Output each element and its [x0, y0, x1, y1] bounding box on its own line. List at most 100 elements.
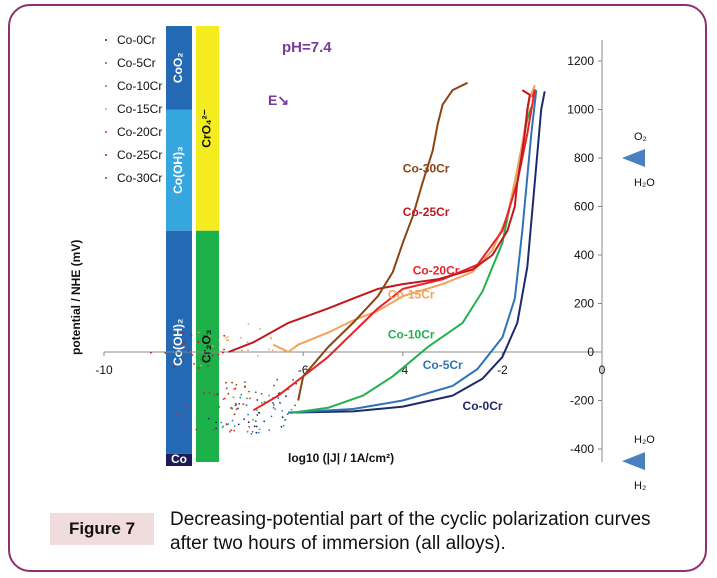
phase-cr2o3: Cr₂O₃: [196, 230, 219, 462]
data-point: [235, 408, 238, 411]
phase-co-oh2: Co(OH)₂: [166, 230, 192, 454]
legend-entry: Co-5Cr: [117, 56, 156, 70]
data-point: [274, 408, 277, 411]
data-point: [256, 399, 259, 401]
data-point: [164, 352, 167, 354]
data-series: [150, 81, 546, 435]
data-point: [254, 420, 257, 422]
data-point: [295, 382, 298, 385]
data-point: [223, 397, 226, 400]
data-point: [247, 413, 250, 416]
data-point: [202, 392, 205, 395]
data-point: [253, 425, 256, 428]
data-point: [218, 406, 221, 408]
figure-label: Figure 7: [50, 513, 154, 545]
data-point: [200, 358, 203, 361]
series-line-co-25cr: [228, 89, 531, 353]
water-upper-label: H₂O: [634, 434, 655, 446]
data-point: [187, 350, 190, 353]
data-point: [173, 366, 176, 369]
data-point: [195, 428, 198, 431]
data-point: [226, 336, 229, 338]
data-point: [268, 429, 271, 431]
legend-marker: [105, 39, 107, 41]
data-point: [211, 354, 214, 357]
data-point: [216, 393, 219, 396]
data-point: [234, 387, 237, 390]
data-point: [240, 393, 243, 396]
data-point: [245, 404, 248, 406]
data-point: [281, 410, 284, 412]
x-tick-label: 0: [599, 363, 606, 377]
series-label-co-15cr: Co-15Cr: [388, 288, 435, 302]
legend-marker: [105, 154, 107, 156]
water-marker: O₂ H₂O: [622, 131, 655, 189]
svg-text:CoO₂: CoO₂: [171, 52, 185, 83]
data-point: [254, 391, 257, 394]
data-point: [202, 334, 205, 337]
data-point: [208, 392, 211, 394]
data-point: [270, 337, 272, 340]
series-line-co-10cr: [293, 106, 533, 414]
data-point: [256, 355, 259, 357]
y-tick-label: 800: [574, 151, 594, 165]
data-point: [211, 345, 214, 347]
legend-entry: Co-10Cr: [117, 79, 162, 93]
data-point: [233, 413, 236, 416]
data-point: [193, 363, 196, 365]
data-point: [222, 351, 224, 354]
data-point: [272, 406, 275, 409]
phase-cro4: CrO₄²⁻: [196, 26, 219, 231]
data-point: [190, 334, 193, 337]
svg-text:Co(OH)₂: Co(OH)₂: [171, 319, 185, 366]
phase-co-oh3: Co(OH)₃: [166, 109, 192, 231]
y-axis-label: potential / NHE (mV): [69, 240, 83, 355]
data-point: [256, 414, 259, 416]
data-point: [268, 394, 270, 397]
data-point: [217, 353, 220, 356]
data-point: [226, 339, 228, 342]
data-point: [248, 426, 251, 428]
data-point: [224, 336, 227, 339]
data-point: [207, 417, 210, 420]
data-point: [259, 328, 261, 330]
data-point: [294, 404, 296, 407]
data-point: [281, 416, 284, 419]
series-labels: Co-0Cr Co-5Cr Co-10Cr Co-15Cr Co-20Cr Co-25Cr…: [388, 162, 503, 414]
data-point: [181, 331, 184, 334]
x-tick-label: -4: [397, 363, 408, 377]
data-point: [238, 402, 241, 405]
data-point: [174, 413, 177, 416]
water-upper-label: O₂: [634, 131, 647, 143]
x-tick-label: -10: [95, 363, 113, 377]
data-point: [222, 425, 225, 428]
data-point: [280, 426, 283, 428]
figure-caption: Figure 7 Decreasing-potential part of th…: [50, 508, 690, 568]
data-point: [227, 339, 230, 341]
data-point: [233, 429, 236, 432]
data-point: [261, 401, 263, 404]
data-point: [225, 381, 227, 384]
water-lower-label: H₂: [634, 480, 646, 492]
data-point: [183, 426, 185, 429]
data-point: [150, 351, 152, 354]
legend-entry: Co-15Cr: [117, 102, 162, 116]
water-lower-label: H₂O: [634, 177, 655, 189]
data-point: [284, 419, 286, 421]
data-point: [223, 348, 226, 351]
data-point: [282, 424, 285, 427]
series-label-co-0cr: Co-0Cr: [463, 399, 503, 413]
data-point: [208, 335, 211, 338]
data-point: [215, 427, 218, 430]
data-point: [197, 367, 200, 369]
data-point: [215, 421, 218, 424]
data-point: [223, 334, 226, 337]
figure-frame: [8, 4, 707, 572]
series-label-co-25cr: Co-25Cr: [403, 205, 450, 219]
y-tick-label: 1200: [567, 54, 594, 68]
data-point: [292, 378, 294, 381]
data-point: [247, 323, 250, 325]
data-point: [277, 397, 280, 399]
data-point: [258, 412, 261, 414]
